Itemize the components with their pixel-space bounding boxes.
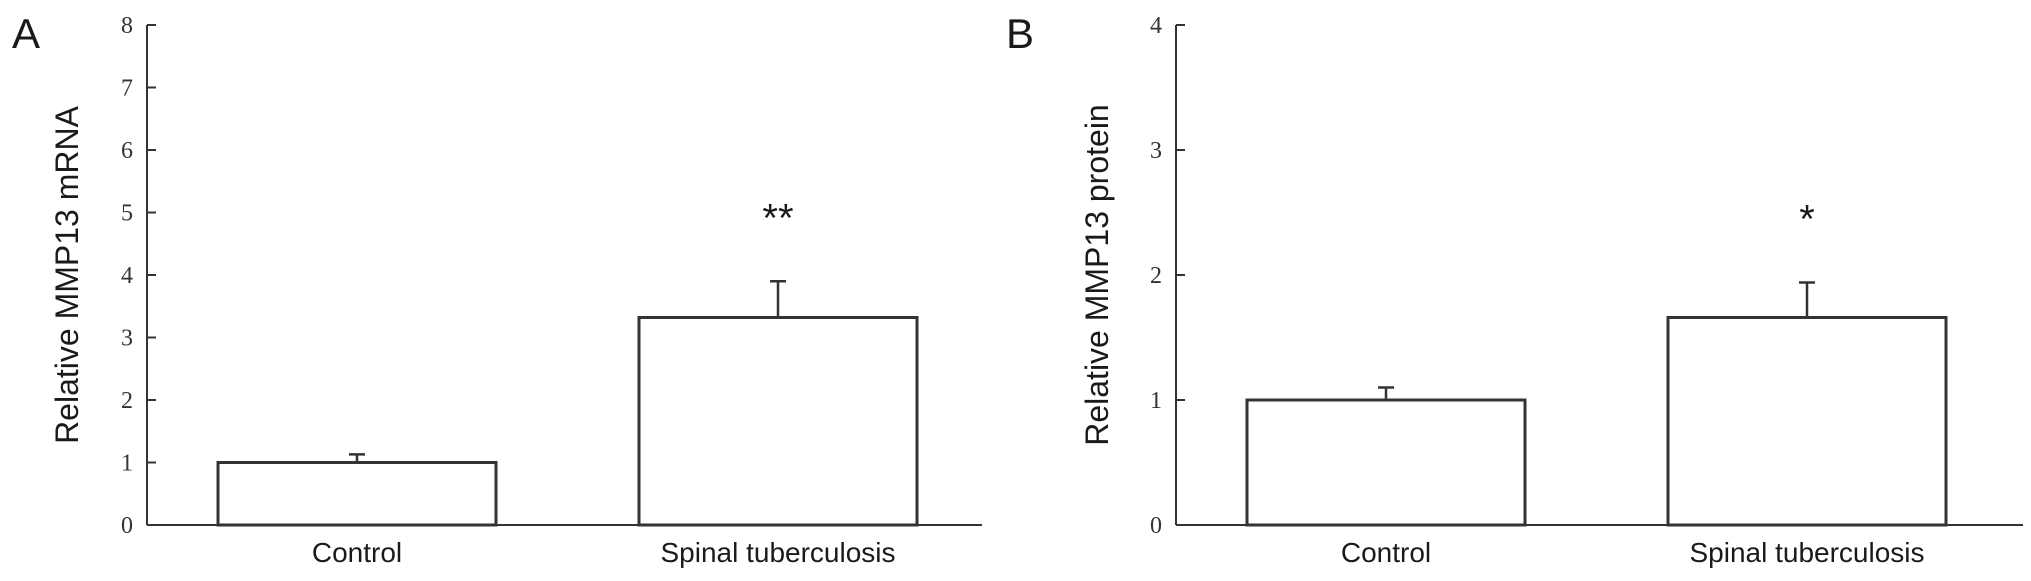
x-category-label: Control	[1341, 537, 1431, 568]
y-tick-label: 4	[121, 263, 133, 289]
y-tick-label: 2	[1150, 263, 1162, 289]
significance-marker: *	[1799, 198, 1815, 242]
x-category-label: Spinal tuberculosis	[1689, 537, 1924, 568]
y-tick-label: 4	[1150, 13, 1162, 39]
panel-letter: B	[1006, 10, 1034, 57]
bar	[1245, 398, 1527, 527]
y-tick-label: 5	[121, 201, 133, 227]
chart-panel-b: B Relative MMP13 protein 0 1 2 3 4 Control * Spin…	[1006, 10, 2023, 568]
y-tick-label: 7	[121, 76, 133, 102]
bar	[216, 461, 498, 527]
y-tick-label: 2	[121, 388, 133, 414]
y-tick-label: 6	[121, 138, 133, 164]
chart-panel-a: A Relative MMP13 mRNA 0 1 2 3 4 5 6 7 8 Control ** Sp…	[12, 10, 982, 568]
y-tick-label: 3	[1150, 138, 1162, 164]
significance-marker: **	[762, 196, 793, 240]
y-tick-label: 0	[121, 513, 133, 539]
y-tick-label: 1	[1150, 388, 1162, 414]
x-category-label: Control	[312, 537, 402, 568]
x-category-label: Spinal tuberculosis	[660, 537, 895, 568]
y-axis-label: Relative MMP13 protein	[1079, 104, 1115, 445]
y-tick-label: 1	[121, 451, 133, 477]
panel-letter: A	[12, 10, 40, 57]
bar	[1666, 316, 1948, 527]
y-tick-label: 0	[1150, 513, 1162, 539]
y-axis-label: Relative MMP13 mRNA	[49, 105, 85, 444]
bar	[637, 316, 919, 527]
y-tick-label: 3	[121, 326, 133, 352]
y-tick-label: 8	[121, 13, 133, 39]
